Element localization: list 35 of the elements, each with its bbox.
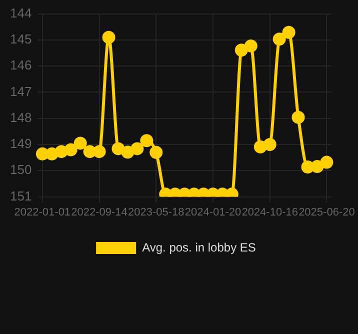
point (282, 26, 296, 39)
point (244, 39, 258, 52)
y-tick-label: 145 (10, 32, 32, 47)
point (254, 140, 267, 154)
y-tick-label: 150 (10, 162, 32, 178)
point (130, 142, 144, 156)
point (263, 138, 276, 152)
point (272, 32, 286, 46)
y-tick-label: 148 (10, 110, 32, 125)
x-tick-label: 2025-06-20 (298, 206, 355, 218)
point (292, 110, 305, 124)
point (140, 134, 154, 148)
point (45, 147, 58, 160)
x-tick-label: 2024-10-16 (242, 206, 298, 218)
point (121, 146, 134, 159)
point (74, 136, 87, 150)
point (310, 160, 324, 173)
y-tick-label: 149 (10, 136, 32, 152)
point (92, 145, 106, 158)
point (234, 44, 248, 57)
point (54, 145, 68, 158)
x-tick-label: 2022-09-14 (71, 206, 128, 218)
legend-label: Avg. pos. in lobby ES (142, 240, 256, 254)
point (102, 30, 116, 44)
x-tick-label: 2022-01-01 (14, 206, 71, 218)
point (112, 142, 125, 156)
x-tick-label: 2024-01-20 (184, 206, 242, 218)
point (150, 146, 163, 159)
y-tick-label: 144 (10, 5, 32, 20)
point (320, 156, 334, 169)
y-tick-label: 147 (10, 84, 32, 99)
x-tick-label: 2023-05-18 (128, 206, 184, 218)
y-tick-label: 151 (10, 188, 32, 204)
y-tick-label: 146 (10, 58, 32, 73)
point (64, 143, 78, 156)
